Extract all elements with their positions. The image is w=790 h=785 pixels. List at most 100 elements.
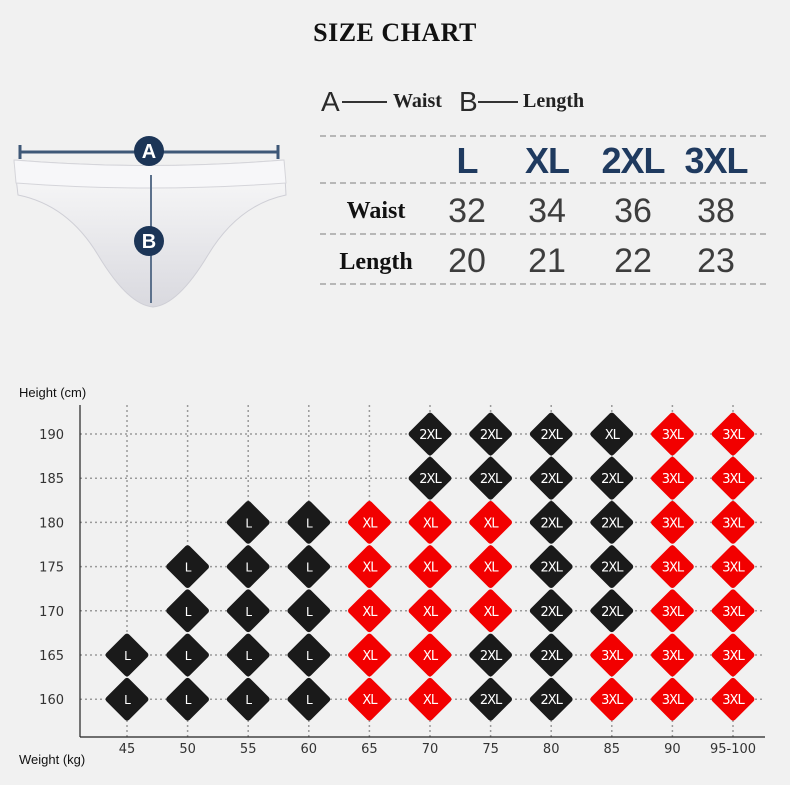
x-tick-label: 90: [664, 742, 681, 757]
size-marker-label: L: [245, 605, 252, 619]
table-divider: [320, 135, 766, 137]
size-marker: [711, 677, 755, 721]
size-marker-label: 2XL: [540, 605, 563, 620]
legend-a-label: Waist: [393, 90, 442, 112]
size-marker-label: L: [185, 605, 192, 619]
size-marker: [469, 545, 512, 588]
size-marker: [529, 456, 573, 500]
size-marker-label: 3XL: [662, 605, 685, 620]
size-marker: [651, 589, 694, 633]
size-marker: [529, 545, 573, 588]
size-marker-label: 2XL: [601, 561, 624, 576]
size-marker-label: XL: [423, 605, 439, 620]
length-value: 23: [697, 242, 735, 280]
size-marker-label: 2XL: [540, 428, 563, 443]
size-marker: [287, 677, 331, 721]
size-marker-label: 3XL: [662, 472, 685, 487]
size-marker: [348, 589, 391, 633]
size-marker: [529, 501, 573, 544]
size-marker-label: 3XL: [722, 428, 745, 443]
size-marker-label: XL: [484, 516, 500, 531]
row-label-length: Length: [339, 249, 413, 275]
size-marker-label: 3XL: [662, 649, 685, 664]
size-marker-label: 3XL: [722, 605, 745, 620]
size-marker: [529, 589, 573, 633]
y-axis-label: Height (cm): [19, 385, 87, 400]
size-marker: [651, 677, 694, 721]
size-marker: [166, 677, 209, 721]
size-marker-label: L: [185, 649, 192, 663]
size-marker-label: XL: [362, 516, 378, 531]
y-tick-label: 190: [39, 428, 64, 443]
size-marker-label: 3XL: [662, 428, 685, 443]
size-marker-label: L: [306, 516, 313, 530]
size-marker-label: 2XL: [540, 693, 563, 708]
size-marker-label: 2XL: [480, 693, 503, 708]
size-marker-label: L: [306, 561, 313, 575]
size-marker: [651, 545, 694, 588]
size-marker: [166, 633, 209, 677]
y-tick-label: 180: [39, 516, 64, 531]
legend-b-letter: B: [459, 86, 478, 117]
size-marker: [651, 456, 694, 500]
size-marker: [408, 677, 452, 721]
y-tick-label: 170: [39, 605, 64, 620]
size-marker-label: L: [245, 561, 252, 575]
y-tick-label: 175: [39, 561, 64, 576]
size-marker: [226, 545, 270, 588]
size-marker: [711, 545, 755, 588]
row-label-waist: Waist: [346, 198, 406, 224]
size-marker-label: XL: [484, 605, 500, 620]
size-marker: [590, 589, 634, 633]
x-axis-label: Weight (kg): [19, 752, 86, 767]
table-divider: [320, 182, 766, 184]
size-marker-label: 3XL: [722, 649, 745, 664]
size-marker: [105, 677, 149, 721]
size-marker-label: XL: [605, 428, 621, 443]
table-divider: [320, 283, 766, 285]
size-marker: [469, 589, 512, 633]
legend-a-letter: A: [321, 86, 340, 117]
size-marker-label: L: [185, 693, 192, 707]
size-marker: [469, 456, 512, 500]
size-marker-label: 2XL: [601, 605, 624, 620]
size-marker-label: XL: [423, 561, 439, 576]
legend-b-label: Length: [523, 90, 585, 112]
x-tick-label: 60: [301, 742, 318, 757]
size-marker-label: L: [306, 649, 313, 663]
size-marker: [469, 412, 512, 456]
size-marker-label: XL: [362, 605, 378, 620]
size-marker-label: XL: [362, 561, 378, 576]
size-marker: [408, 545, 452, 588]
size-header-2xl: 2XL: [601, 140, 665, 181]
size-marker-label: 2XL: [480, 649, 503, 664]
size-marker: [408, 589, 452, 633]
y-tick-label: 185: [39, 472, 64, 487]
table-divider: [320, 233, 766, 235]
size-marker-label: 2XL: [419, 472, 442, 487]
x-tick-label: 45: [119, 742, 136, 757]
y-tick-label: 165: [39, 649, 64, 664]
size-marker-label: XL: [362, 693, 378, 708]
size-marker: [711, 456, 755, 500]
size-marker-label: 3XL: [722, 693, 745, 708]
size-marker: [651, 633, 694, 677]
size-marker: [469, 501, 512, 544]
size-marker-label: 2XL: [480, 428, 503, 443]
size-marker: [529, 677, 573, 721]
size-marker-label: XL: [423, 693, 439, 708]
legend-b-line: [478, 101, 518, 103]
size-marker-label: 2XL: [540, 561, 563, 576]
marker-a: [134, 136, 164, 166]
size-marker: [166, 545, 209, 588]
size-marker: [226, 633, 270, 677]
size-marker-label: 2XL: [540, 516, 563, 531]
size-marker: [226, 501, 270, 544]
size-marker: [408, 456, 452, 500]
waist-value: 38: [697, 192, 735, 230]
size-marker-label: 3XL: [722, 516, 745, 531]
size-marker: [711, 501, 755, 544]
x-tick-label: 65: [361, 742, 378, 757]
size-marker: [348, 501, 391, 544]
